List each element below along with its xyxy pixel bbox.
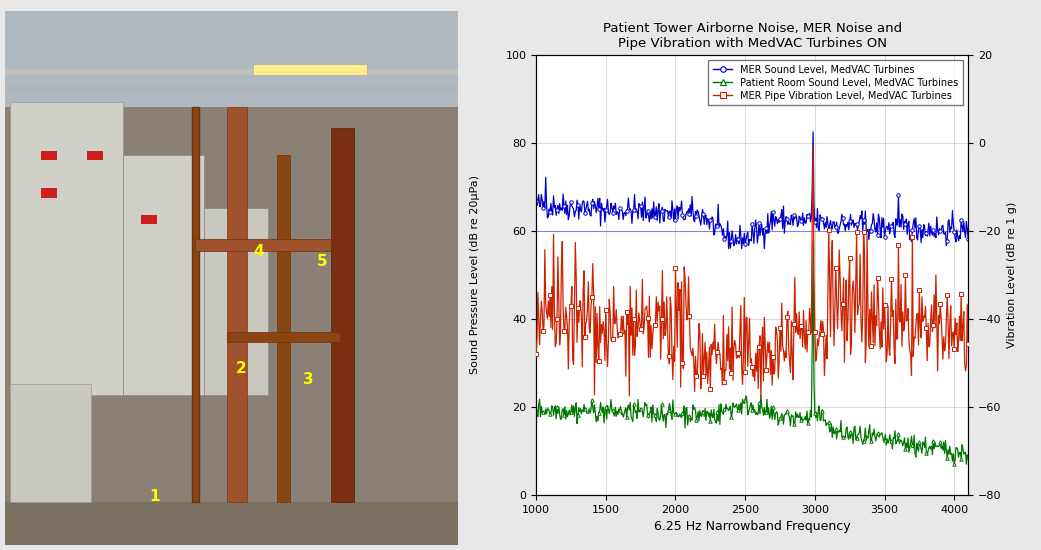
Bar xyxy=(123,155,204,395)
Bar xyxy=(331,128,354,502)
Text: 1: 1 xyxy=(150,489,160,504)
X-axis label: 6.25 Hz Narrowband Frequency: 6.25 Hz Narrowband Frequency xyxy=(654,520,850,534)
Bar xyxy=(5,69,458,75)
Bar xyxy=(227,107,248,502)
Y-axis label: Vibration Level (dB re 1 g): Vibration Level (dB re 1 g) xyxy=(1007,202,1017,348)
Bar xyxy=(277,155,290,502)
Bar xyxy=(5,107,458,502)
Bar xyxy=(5,11,458,107)
Bar xyxy=(9,102,123,395)
Y-axis label: Sound Pressure Level (dB re 20μPa): Sound Pressure Level (dB re 20μPa) xyxy=(469,175,480,375)
Title: Patient Tower Airborne Noise, MER Noise and
Pipe Vibration with MedVAC Turbines : Patient Tower Airborne Noise, MER Noise … xyxy=(603,21,902,50)
Bar xyxy=(227,332,340,342)
Bar xyxy=(86,151,103,161)
Bar xyxy=(254,65,367,75)
FancyArrow shape xyxy=(192,107,199,502)
Bar xyxy=(5,86,458,91)
Bar xyxy=(142,215,157,224)
Text: 2: 2 xyxy=(235,361,246,376)
Text: 5: 5 xyxy=(316,254,328,270)
Bar xyxy=(42,188,57,197)
Legend: MER Sound Level, MedVAC Turbines, Patient Room Sound Level, MedVAC Turbines, MER: MER Sound Level, MedVAC Turbines, Patien… xyxy=(708,60,963,106)
Bar xyxy=(42,151,57,161)
Bar xyxy=(204,208,268,395)
Bar xyxy=(9,384,92,502)
Text: 4: 4 xyxy=(253,244,264,258)
Text: 3: 3 xyxy=(303,372,314,387)
Bar xyxy=(196,239,331,251)
Bar xyxy=(5,502,458,544)
